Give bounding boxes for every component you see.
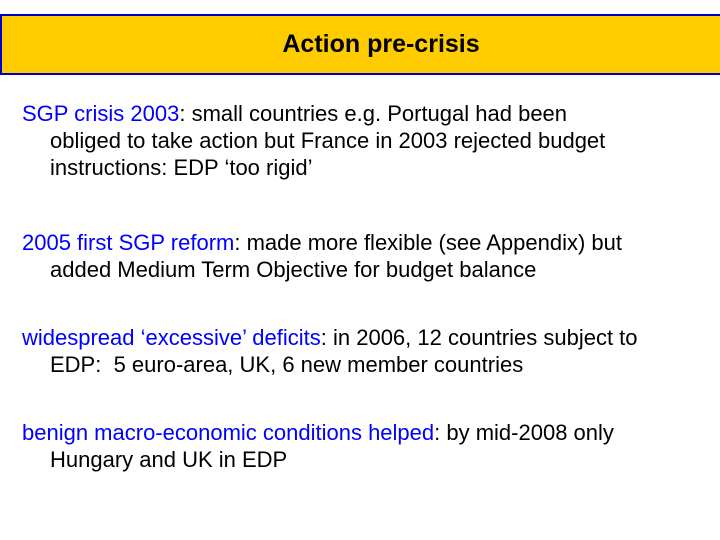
- paragraph-lead: widespread ‘excessive’ deficits: [22, 325, 321, 350]
- slide-body: SGP crisis 2003: small countries e.g. Po…: [0, 100, 712, 514]
- paragraph-rest: : by mid-2008 only Hungary and UK in EDP: [50, 420, 614, 472]
- bullet-paragraph-excessive-deficits: widespread ‘excessive’ deficits: in 2006…: [0, 324, 712, 378]
- paragraph-rest: : small countries e.g. Portugal had been…: [50, 101, 606, 180]
- paragraph-lead: SGP crisis 2003: [22, 101, 180, 126]
- paragraph-rest: : made more flexible (see Appendix) but …: [50, 230, 622, 282]
- paragraph-lead: benign macro-economic conditions helped: [22, 420, 435, 445]
- slide-title: Action pre-crisis: [282, 30, 480, 58]
- title-banner: Action pre-crisis: [0, 14, 720, 75]
- bullet-paragraph-benign-conditions: benign macro-economic conditions helped:…: [0, 419, 712, 473]
- bullet-paragraph-sgp-crisis: SGP crisis 2003: small countries e.g. Po…: [0, 100, 712, 181]
- paragraph-rest: : in 2006, 12 countries subject to EDP: …: [50, 325, 638, 377]
- bullet-paragraph-sgp-reform: 2005 first SGP reform: made more flexibl…: [0, 229, 712, 283]
- paragraph-lead: 2005 first SGP reform: [22, 230, 235, 255]
